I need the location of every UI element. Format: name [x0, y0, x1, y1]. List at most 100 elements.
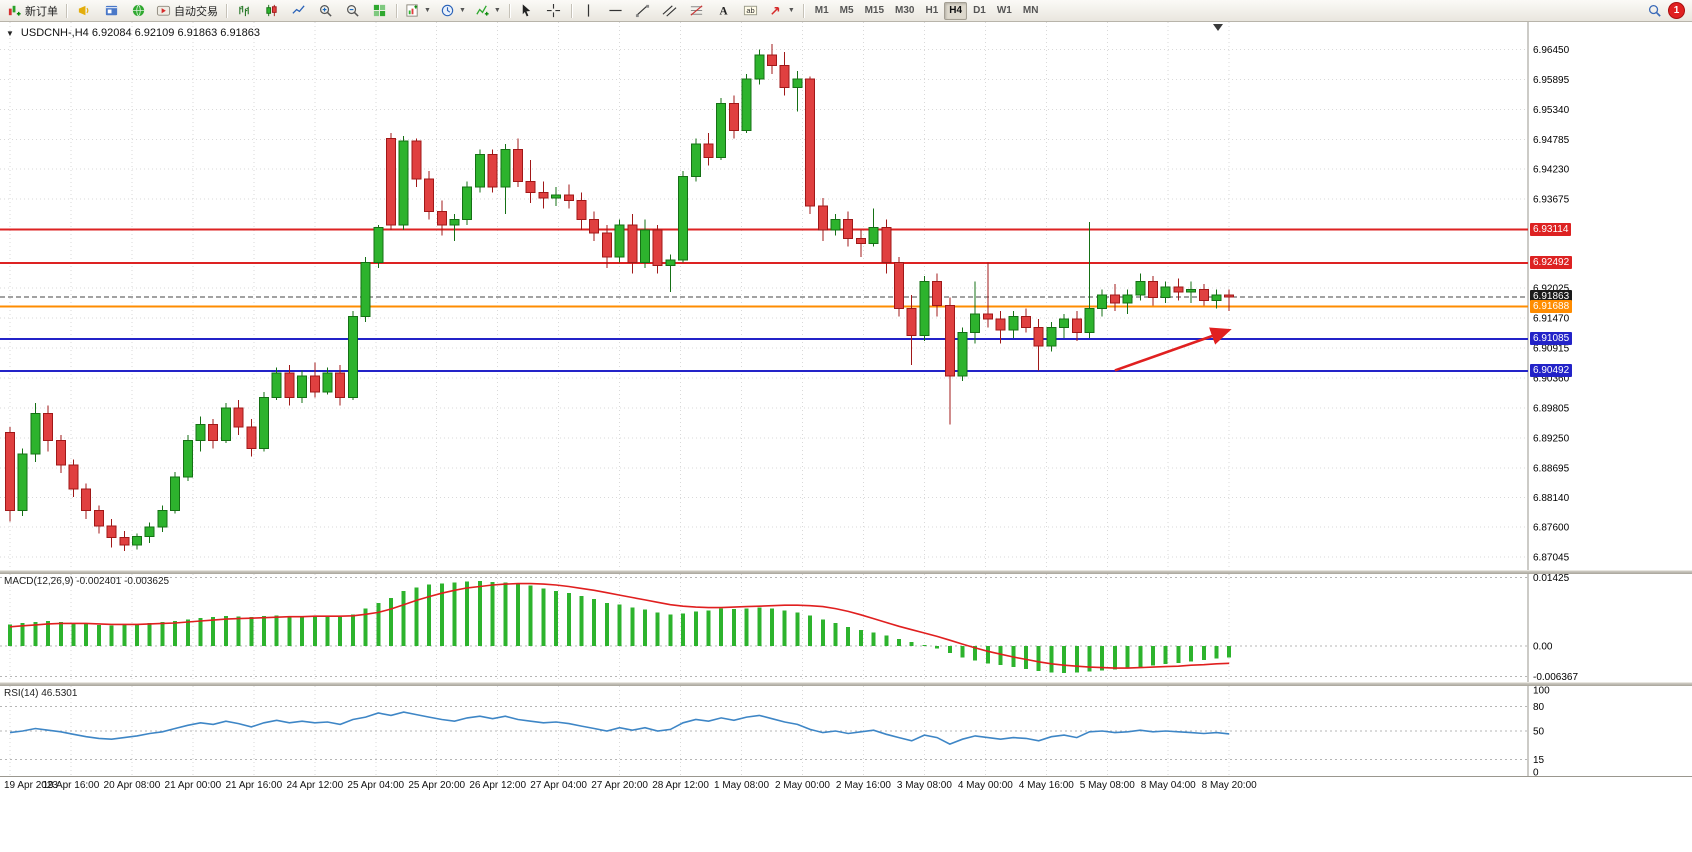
- candle: [589, 218, 600, 234]
- candlestick-chart[interactable]: 6.96450 6.95895 6.95340 6.94785 6.94230 6.936…: [0, 22, 1692, 570]
- indicators-button[interactable]: ▼: [471, 1, 505, 21]
- time-label: 2 May 16:00: [835, 780, 891, 791]
- vertical-line-button[interactable]: [576, 1, 602, 21]
- chart-shift-marker-icon[interactable]: [1213, 24, 1223, 31]
- fibonacci-icon: [690, 5, 703, 16]
- rsi-panel[interactable]: 100 80 50 15 0 RSI(14) 46.5301: [0, 686, 1692, 776]
- timeframe-M30[interactable]: M30: [895, 4, 915, 16]
- candle: [741, 78, 752, 131]
- candle: [665, 259, 676, 266]
- macd-chart[interactable]: 0.01425 0.00 -0.006367: [0, 574, 1692, 682]
- time-label: 21 Apr 16:00: [225, 780, 283, 791]
- candle: [1224, 294, 1235, 298]
- candle: [1198, 289, 1209, 301]
- arrows-button[interactable]: ▼: [765, 1, 799, 21]
- toolbar-separator: [570, 3, 572, 18]
- autotrading-button[interactable]: 自动交易: [152, 1, 222, 21]
- svg-text:0.00: 0.00: [1533, 642, 1553, 653]
- candle: [805, 78, 816, 207]
- time-label: 5 May 08:00: [1079, 780, 1135, 791]
- timeframe-M15[interactable]: M15: [864, 4, 885, 16]
- macd-panel[interactable]: 0.01425 0.00 -0.006367 MACD(12,26,9) -0.00…: [0, 574, 1692, 682]
- notification-badge[interactable]: 1: [1668, 2, 1685, 19]
- chart-title: ▼ USDCNH-,H4 6.92084 6.92109 6.91863 6.9…: [6, 27, 260, 39]
- macd-signal-line: [9, 582, 1230, 669]
- candlestick-button[interactable]: [258, 1, 284, 21]
- bottom-filler: [0, 795, 1692, 852]
- candle: [906, 307, 917, 336]
- line-chart-button[interactable]: [285, 1, 311, 21]
- candle: [894, 262, 904, 309]
- toolbar: 新订单 自动交易: [0, 0, 1692, 22]
- zoom-in-button[interactable]: [312, 1, 338, 21]
- periods-button[interactable]: ▼: [436, 1, 470, 21]
- trendline-icon: [636, 4, 650, 18]
- panel-splitter[interactable]: [0, 570, 1692, 574]
- svg-text:ab: ab: [747, 6, 755, 15]
- text-button[interactable]: A: [711, 1, 737, 21]
- time-label: 4 May 16:00: [1018, 780, 1074, 791]
- alerts-button[interactable]: [71, 1, 97, 21]
- arrow-annotation[interactable]: [1114, 327, 1232, 372]
- price-chart-panel[interactable]: 6.96450 6.95895 6.95340 6.94785 6.94230 6.936…: [0, 22, 1692, 570]
- timeframe-MN[interactable]: MN: [1022, 4, 1039, 16]
- svg-text:6.95340: 6.95340: [1533, 105, 1570, 116]
- time-label: 8 May 04:00: [1140, 780, 1196, 791]
- candle: [1084, 307, 1095, 334]
- trendline-button[interactable]: [630, 1, 656, 21]
- candle: [487, 154, 498, 188]
- crosshair-button[interactable]: [541, 1, 567, 21]
- timeframe-H1[interactable]: H1: [925, 4, 939, 16]
- text-label-button[interactable]: ab: [738, 1, 764, 21]
- community-button[interactable]: [125, 1, 151, 21]
- timeframe-M1[interactable]: M1: [814, 4, 829, 16]
- timeframe-D1[interactable]: D1: [973, 4, 986, 16]
- channel-button[interactable]: [657, 1, 683, 21]
- chevron-down-icon: ▼: [493, 7, 501, 14]
- new-order-button[interactable]: 新订单: [3, 1, 62, 21]
- navigator-button[interactable]: [98, 1, 124, 21]
- timeframe-H4[interactable]: H4: [944, 1, 968, 20]
- zoom-out-button[interactable]: [339, 1, 365, 21]
- rsi-chart[interactable]: 100 80 50 15 0: [0, 686, 1692, 776]
- candle: [614, 224, 625, 258]
- zoom-in-icon: [319, 5, 332, 17]
- tile-windows-button[interactable]: [366, 1, 392, 21]
- toolbar-separator: [396, 3, 397, 18]
- candle: [919, 280, 930, 336]
- horizontal-line-button[interactable]: [603, 1, 629, 21]
- svg-text:6.96450: 6.96450: [1533, 45, 1570, 56]
- candle: [538, 191, 549, 199]
- toolbar-separator: [802, 3, 804, 18]
- collapse-marker-icon[interactable]: ▼: [6, 28, 14, 38]
- cursor-button[interactable]: [514, 1, 540, 21]
- new-order-label: 新订单: [25, 5, 58, 18]
- zoom-out-icon: [346, 5, 359, 17]
- time-axis[interactable]: 19 Apr 2023 19 Apr 16:00 20 Apr 08:00 21 Ap…: [0, 776, 1692, 795]
- search-icon[interactable]: [1647, 3, 1662, 18]
- candle: [779, 65, 790, 88]
- svg-text:0: 0: [1533, 768, 1539, 777]
- candle: [640, 229, 650, 264]
- timeframe-M5[interactable]: M5: [839, 4, 854, 16]
- timeframe-W1[interactable]: W1: [996, 4, 1012, 16]
- candle: [703, 143, 714, 158]
- svg-text:-0.006367: -0.006367: [1533, 672, 1578, 682]
- candle: [132, 536, 142, 546]
- svg-text:0.01425: 0.01425: [1533, 574, 1570, 584]
- vertical-line-icon: [588, 4, 590, 17]
- candle: [373, 227, 384, 264]
- candle: [347, 315, 358, 398]
- svg-text:6.89250: 6.89250: [1533, 433, 1570, 444]
- candle: [690, 143, 701, 177]
- new-chart-button[interactable]: ▼: [401, 1, 435, 21]
- globe-icon: [132, 4, 144, 17]
- rsi-line: [9, 711, 1230, 745]
- fibonacci-button[interactable]: [684, 1, 710, 21]
- time-label: 2 May 00:00: [774, 780, 830, 791]
- panel-splitter[interactable]: [0, 682, 1692, 686]
- bar-chart-button[interactable]: [231, 1, 257, 21]
- candle: [43, 413, 54, 442]
- candle: [398, 140, 409, 226]
- candle: [881, 227, 892, 264]
